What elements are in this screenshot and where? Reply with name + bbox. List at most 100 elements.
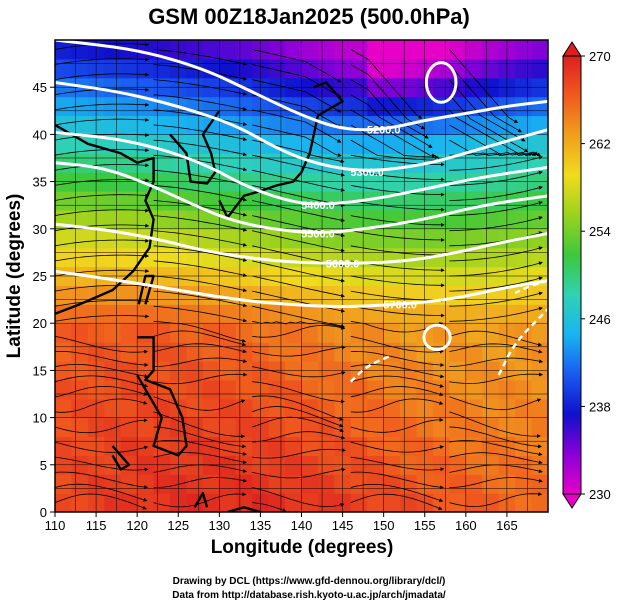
streamline	[153, 154, 248, 172]
field-cell	[219, 40, 237, 60]
field-cell	[186, 209, 204, 230]
field-cell	[87, 247, 105, 268]
streamline	[55, 456, 149, 472]
streamline	[153, 439, 247, 456]
field-cell	[317, 398, 335, 419]
field-cell	[301, 436, 319, 456]
x-tick-label: 165	[496, 518, 518, 533]
field-cell	[449, 323, 467, 343]
field-cell	[449, 266, 467, 287]
field-cell	[301, 134, 319, 154]
streamline	[252, 345, 346, 357]
field-cell	[235, 360, 253, 381]
field-cell	[317, 172, 335, 192]
field-cell	[367, 134, 385, 154]
field-cell	[120, 115, 138, 135]
streamline	[153, 290, 248, 308]
field-cell	[350, 304, 368, 324]
streamline	[449, 79, 526, 142]
field-cell	[515, 304, 533, 324]
streamline	[449, 291, 543, 307]
field-cell	[465, 304, 483, 324]
field-cell	[120, 209, 138, 230]
field-cell	[531, 323, 548, 343]
streamline	[55, 163, 150, 171]
field-cell	[350, 209, 368, 230]
x-tick-label: 140	[291, 518, 313, 533]
field-cell	[235, 266, 253, 287]
field-cell	[55, 266, 73, 287]
field-cell	[202, 266, 220, 287]
field-cell	[252, 304, 270, 324]
field-cell	[515, 398, 533, 419]
height-contour	[55, 131, 548, 206]
field-cell	[383, 115, 401, 135]
streamline	[55, 375, 149, 388]
closed-contour	[424, 61, 458, 104]
field-cell	[104, 247, 122, 268]
streamline	[350, 200, 445, 212]
streamline	[153, 330, 247, 347]
streamline	[55, 398, 148, 413]
y-tick-label: 0	[40, 505, 47, 520]
field-cell	[301, 304, 319, 324]
field-cell	[202, 398, 220, 419]
streamline	[449, 261, 543, 277]
field-cell	[153, 342, 171, 362]
field-cell	[252, 266, 270, 287]
field-cell	[235, 209, 253, 230]
field-cell	[465, 266, 483, 287]
streamline	[252, 169, 345, 192]
field-cell	[400, 436, 418, 456]
streamline	[153, 343, 247, 354]
field-cell	[235, 134, 253, 154]
field-cell	[531, 228, 548, 249]
field-cell	[515, 115, 533, 135]
field-cell	[219, 493, 237, 512]
field-cell	[334, 474, 352, 494]
field-cell	[104, 228, 122, 249]
field-cell	[268, 323, 286, 343]
streamline	[55, 102, 150, 111]
field-cell	[334, 455, 352, 475]
y-axis-label: Latitude (degrees)	[4, 194, 25, 359]
x-tick-label: 125	[167, 518, 189, 533]
field-cell	[235, 379, 253, 400]
field-cell	[432, 228, 450, 249]
streamline	[55, 238, 150, 247]
field-cell	[449, 40, 467, 60]
streamline	[449, 440, 543, 457]
streamline	[350, 364, 445, 379]
field-cell	[55, 379, 73, 400]
field-cell	[170, 304, 188, 324]
streamline	[55, 72, 150, 80]
streamline	[449, 109, 533, 157]
field-cell	[170, 115, 188, 135]
field-cell	[186, 266, 204, 287]
streamline	[153, 245, 248, 262]
field-cell	[367, 493, 385, 512]
field-cell	[301, 40, 319, 60]
streamline	[350, 417, 444, 433]
field-cell	[186, 342, 204, 362]
field-cell	[515, 96, 533, 117]
field-cell	[87, 228, 105, 249]
field-cell	[334, 58, 352, 79]
field-cell	[432, 134, 450, 154]
field-cell	[87, 172, 105, 192]
streamline	[252, 381, 345, 404]
field-cell	[432, 436, 450, 456]
field-cell	[350, 398, 368, 419]
field-cell	[334, 436, 352, 456]
streamline	[252, 431, 346, 443]
field-cell	[531, 417, 548, 438]
field-cell	[416, 191, 434, 211]
field-cell	[219, 436, 237, 456]
field-cell	[301, 474, 319, 494]
field-cell	[71, 115, 89, 135]
field-cell	[383, 285, 401, 305]
field-cell	[400, 58, 418, 79]
field-cell	[252, 360, 270, 381]
field-cell	[334, 191, 352, 211]
field-cell	[449, 493, 467, 512]
